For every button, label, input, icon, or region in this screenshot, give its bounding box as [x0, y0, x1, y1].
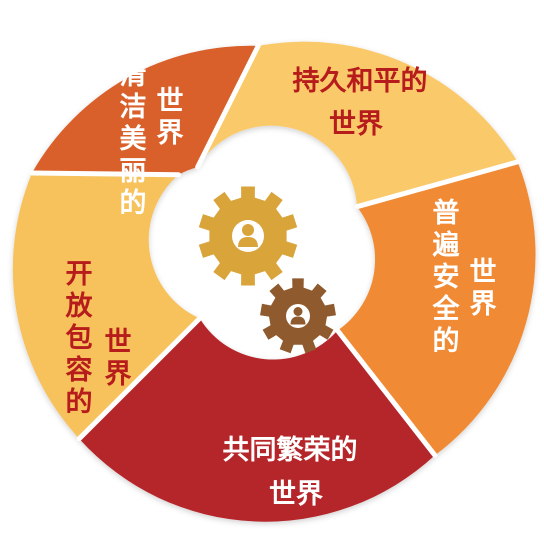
label-lasting-peace-line1: 持久和平的	[293, 65, 428, 97]
segment-dividers	[29, 43, 521, 458]
segment-common-prosperity	[79, 318, 435, 522]
label-clean-beautiful-char: 的	[120, 187, 147, 219]
label-common-prosperity-line1: 共同繁荣的	[223, 434, 358, 466]
gear-person-icon	[198, 186, 298, 286]
label-common-security-char: 全	[432, 293, 461, 325]
label-clean-beautiful-char: 美	[120, 123, 147, 155]
label-common-prosperity-line2: 世界	[269, 479, 323, 510]
label-clean-beautiful: 清 洁 美 丽 的 世 界	[120, 60, 184, 219]
label-common-security: 普 遍 安 全 的 世 界	[432, 197, 497, 357]
label-clean-beautiful-char: 洁	[120, 92, 147, 123]
label-open-inclusive-char: 的	[66, 386, 93, 418]
label-common-security-char: 普	[433, 197, 460, 229]
label-lasting-peace-line2: 世界	[329, 109, 383, 140]
label-common-security-char: 界	[470, 289, 497, 320]
label-open-inclusive-char: 界	[105, 359, 132, 390]
label-common-security-char: 的	[433, 325, 460, 357]
label-common-security-char: 遍	[433, 230, 460, 261]
label-clean-beautiful-char: 丽	[120, 156, 147, 187]
label-open-inclusive-char: 世	[105, 327, 132, 358]
label-open-inclusive: 开 放 包 容 的 世 界	[65, 259, 132, 418]
segment-ring	[12, 41, 536, 522]
label-clean-beautiful-char: 世	[157, 86, 184, 117]
label-common-security-char: 世	[470, 257, 497, 288]
label-lasting-peace: 持久和平的 世界	[293, 65, 428, 140]
segment-common-security	[337, 161, 536, 456]
gear-person-icon	[260, 278, 336, 354]
label-open-inclusive-char: 容	[66, 354, 93, 386]
label-common-security-char: 安	[433, 262, 460, 293]
label-open-inclusive-char: 放	[65, 290, 94, 322]
label-clean-beautiful-char: 清	[120, 60, 147, 91]
label-clean-beautiful-char: 界	[157, 118, 184, 149]
segment-clean-beautiful	[32, 45, 259, 175]
label-open-inclusive-char: 开	[66, 259, 93, 290]
segment-lasting-peace	[197, 41, 518, 207]
label-common-prosperity: 共同繁荣的 世界	[223, 434, 358, 510]
segment-open-inclusive	[12, 173, 200, 439]
label-open-inclusive-char: 包	[66, 322, 93, 354]
